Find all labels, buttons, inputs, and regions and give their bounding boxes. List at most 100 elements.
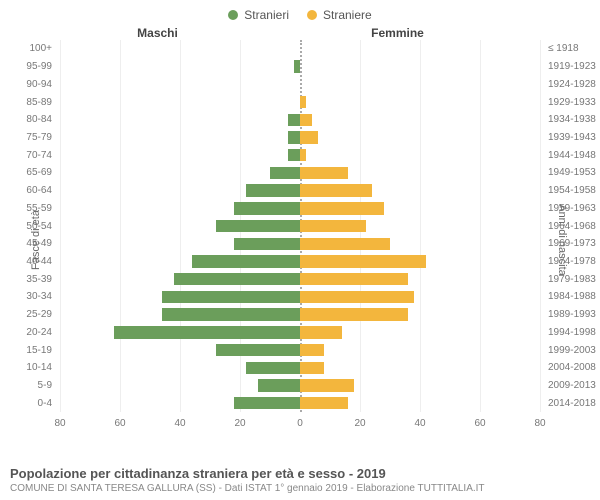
legend-label-male: Stranieri [244, 8, 289, 22]
birth-label: 1934-1938 [544, 111, 600, 129]
plot-area [60, 40, 540, 412]
birth-label: 1954-1958 [544, 182, 600, 200]
birth-label: 1944-1948 [544, 146, 600, 164]
bar-row [60, 377, 540, 395]
age-label: 15-19 [0, 341, 56, 359]
age-label: 40-44 [0, 253, 56, 271]
yaxis-right-ticks: ≤ 19181919-19231924-19281929-19331934-19… [544, 40, 600, 412]
age-label: 10-14 [0, 359, 56, 377]
bar-row [60, 129, 540, 147]
bar-female [300, 344, 324, 356]
age-label: 100+ [0, 40, 56, 58]
bar-row [60, 341, 540, 359]
chart-area: Fasce di età Anni di nascita 100+95-9990… [0, 40, 600, 440]
birth-label: 1999-2003 [544, 341, 600, 359]
birth-label: 1969-1973 [544, 235, 600, 253]
legend-item-female: Straniere [307, 8, 372, 22]
bar-male [246, 362, 300, 374]
bar-male [288, 114, 300, 126]
bar-female [300, 255, 426, 267]
bar-male [216, 220, 300, 232]
header-female: Femmine [255, 26, 600, 40]
bar-row [60, 359, 540, 377]
bar-rows [60, 40, 540, 412]
age-label: 20-24 [0, 324, 56, 342]
birth-label: 1974-1978 [544, 253, 600, 271]
age-label: 5-9 [0, 377, 56, 395]
age-label: 65-69 [0, 164, 56, 182]
bar-female [300, 273, 408, 285]
bar-male [234, 202, 300, 214]
age-label: 45-49 [0, 235, 56, 253]
bar-row [60, 394, 540, 412]
bar-female [300, 96, 306, 108]
birth-label: 1959-1963 [544, 199, 600, 217]
bar-male [114, 326, 300, 338]
bar-male [288, 149, 300, 161]
bar-row [60, 111, 540, 129]
bar-female [300, 291, 414, 303]
age-label: 60-64 [0, 182, 56, 200]
bar-female [300, 149, 306, 161]
xtick: 0 [297, 418, 303, 429]
bar-row [60, 199, 540, 217]
bar-female [300, 238, 390, 250]
xtick: 40 [174, 418, 185, 429]
bar-female [300, 131, 318, 143]
yaxis-left-ticks: 100+95-9990-9485-8980-8475-7970-7465-696… [0, 40, 56, 412]
chart-subtitle: COMUNE DI SANTA TERESA GALLURA (SS) - Da… [10, 483, 590, 494]
bar-male [288, 131, 300, 143]
bar-female [300, 379, 354, 391]
age-label: 85-89 [0, 93, 56, 111]
bar-female [300, 184, 372, 196]
legend: Stranieri Straniere [0, 0, 600, 26]
bar-row [60, 217, 540, 235]
birth-label: 1939-1943 [544, 129, 600, 147]
birth-label: ≤ 1918 [544, 40, 600, 58]
bar-male [162, 308, 300, 320]
xtick: 60 [114, 418, 125, 429]
bar-row [60, 164, 540, 182]
bar-row [60, 40, 540, 58]
bar-female [300, 220, 366, 232]
xaxis: 02020404060608080 [60, 414, 540, 440]
legend-item-male: Stranieri [228, 8, 289, 22]
birth-label: 1979-1983 [544, 270, 600, 288]
bar-row [60, 253, 540, 271]
age-label: 80-84 [0, 111, 56, 129]
bar-male [174, 273, 300, 285]
birth-label: 1919-1923 [544, 58, 600, 76]
xtick: 60 [474, 418, 485, 429]
birth-label: 2009-2013 [544, 377, 600, 395]
age-label: 75-79 [0, 129, 56, 147]
bar-row [60, 288, 540, 306]
birth-label: 1989-1993 [544, 306, 600, 324]
header-male: Maschi [0, 26, 255, 40]
bar-male [192, 255, 300, 267]
bar-female [300, 326, 342, 338]
bar-row [60, 235, 540, 253]
xtick: 80 [534, 418, 545, 429]
bar-row [60, 270, 540, 288]
age-label: 90-94 [0, 75, 56, 93]
age-label: 25-29 [0, 306, 56, 324]
footer: Popolazione per cittadinanza straniera p… [10, 466, 590, 494]
bar-female [300, 308, 408, 320]
bar-female [300, 397, 348, 409]
bar-female [300, 167, 348, 179]
birth-label: 2014-2018 [544, 394, 600, 412]
bar-female [300, 362, 324, 374]
bar-row [60, 306, 540, 324]
legend-swatch-female [307, 10, 317, 20]
bar-male [246, 184, 300, 196]
bar-male [270, 167, 300, 179]
birth-label: 1924-1928 [544, 75, 600, 93]
bar-male [162, 291, 300, 303]
bar-row [60, 93, 540, 111]
age-label: 70-74 [0, 146, 56, 164]
legend-swatch-male [228, 10, 238, 20]
age-label: 35-39 [0, 270, 56, 288]
bar-female [300, 114, 312, 126]
xtick: 80 [54, 418, 65, 429]
chart-title: Popolazione per cittadinanza straniera p… [10, 466, 590, 481]
